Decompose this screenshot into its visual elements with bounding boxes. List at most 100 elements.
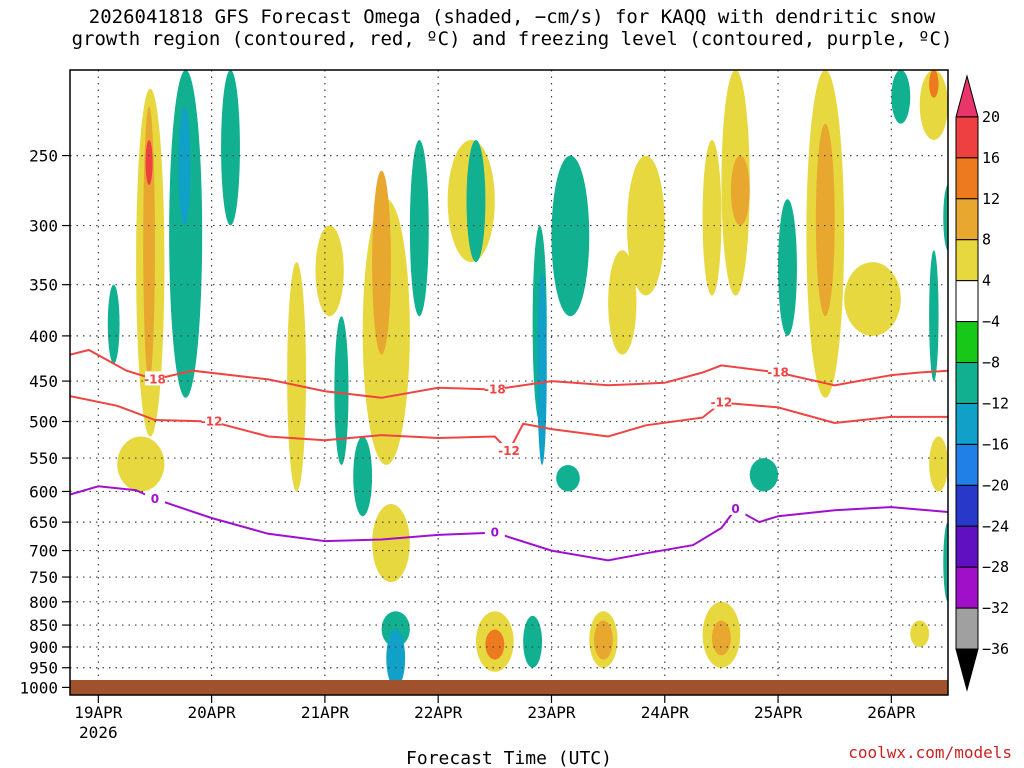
colorbar-swatch [955, 157, 979, 200]
omega-patch [551, 155, 590, 317]
y-tick-label: 800 [29, 593, 58, 612]
colorbar-label: −32 [982, 599, 1009, 617]
contours: -18 -18 -18 -12 -12 -12 0 0 0 [70, 348, 948, 562]
omega-patch [485, 629, 505, 660]
omega-patch [409, 139, 429, 317]
colorbar-label: 8 [982, 231, 991, 249]
colorbar: 20 16 12 8 4 −4 −8 −12 −16 −20 −24 −28 −32 −36 [955, 74, 1009, 692]
contour-label: -18 [144, 372, 166, 386]
y-tick-label: 500 [29, 413, 58, 432]
omega-patch [943, 522, 948, 602]
colorbar-swatch [955, 607, 979, 650]
colorbar-swatch [955, 116, 979, 159]
y-axis: 250 300 350 400 450 500 550 600 650 700 750 800 850 9… [19, 147, 70, 697]
contour-label-bg [201, 413, 222, 428]
omega-patch [910, 620, 930, 647]
omega-patch [702, 139, 722, 296]
x-tick-label: 19APR [74, 703, 123, 722]
contour-label-bg [484, 381, 505, 396]
omega-patch [466, 139, 486, 263]
y-tick-label: 300 [29, 217, 58, 236]
colorbar-label: 12 [982, 190, 1000, 208]
omega-patch [593, 620, 613, 660]
contour-label: -18 [484, 383, 506, 397]
colorbar-swatch [955, 525, 979, 568]
omega-shading [107, 70, 948, 688]
omega-patch [117, 436, 165, 492]
omega-patch [919, 70, 948, 140]
omega-patch [287, 262, 307, 492]
omega-patch [334, 316, 349, 465]
omega-patch [929, 436, 948, 492]
y-tick-label: 600 [29, 482, 58, 501]
y-tick-label: 450 [29, 372, 58, 391]
colorbar-swatch [955, 198, 979, 241]
y-tick-label: 900 [29, 638, 58, 657]
colorbar-label: 16 [982, 149, 1000, 167]
y-tick-label: 700 [29, 542, 58, 561]
omega-patch [711, 620, 731, 656]
colorbar-swatch [955, 280, 979, 323]
x-tick-label: 26APR [867, 703, 916, 722]
colorbar-swatch [955, 402, 979, 445]
omega-patch [143, 106, 155, 382]
title-line-1: 2026041818 GFS Forecast Omega (shaded, −… [88, 6, 936, 28]
colorbar-label: −20 [982, 476, 1009, 494]
omega-patch [315, 225, 344, 317]
omega-patch [943, 185, 948, 251]
grid [70, 70, 948, 695]
contour-label-bg [144, 371, 165, 386]
omega-patch [372, 170, 391, 355]
omega-patch [523, 615, 543, 668]
contour-label: 0 [731, 502, 739, 516]
omega-patch [730, 155, 750, 226]
omega-patch [353, 436, 373, 517]
x-tick-label: 20APR [188, 703, 237, 722]
colorbar-cap-bottom [955, 648, 979, 692]
contour-label-bg [725, 500, 746, 515]
y-tick-label: 1000 [19, 678, 58, 697]
omega-patch [778, 199, 797, 336]
omega-patch [929, 70, 939, 98]
contour-label: 0 [491, 526, 499, 540]
contour-label-bg [711, 394, 732, 409]
omega-patch [627, 155, 665, 296]
x-tick-label: 22APR [414, 703, 463, 722]
omega-patch [537, 273, 547, 465]
ground-surface [70, 680, 948, 695]
omega-patch [381, 611, 410, 647]
contour-label-bg [499, 443, 519, 458]
colorbar-swatch [955, 362, 979, 404]
credit-link[interactable]: coolwx.com/models [848, 743, 1012, 762]
contour-label-bg [484, 524, 505, 539]
contour-label: 0 [151, 492, 159, 506]
colorbar-label: −24 [982, 517, 1009, 535]
x-axis: 19APR 20APR 21APR 22APR 23APR 24APR 25APR 26APR… [74, 695, 916, 742]
y-tick-label: 350 [29, 276, 58, 295]
y-tick-label: 750 [29, 568, 58, 587]
plot-frame [69, 69, 949, 696]
x-tick-label: 21APR [301, 703, 350, 722]
omega-patch [844, 262, 901, 336]
colorbar-label: 20 [982, 108, 1000, 126]
omega-patch [386, 629, 406, 688]
contour-label: -18 [767, 365, 789, 379]
omega-patch [749, 458, 779, 492]
y-tick-label: 850 [29, 616, 58, 635]
y-tick-label: 650 [29, 513, 58, 532]
omega-patch [608, 250, 637, 355]
omega-patch [145, 139, 153, 186]
omega-patch [107, 284, 120, 364]
y-tick-label: 550 [29, 449, 58, 468]
colorbar-label: −12 [982, 394, 1009, 412]
x-tick-label: 25APR [754, 703, 803, 722]
colorbar-label: −8 [982, 354, 1000, 372]
contour-label-bg [144, 491, 165, 506]
title-line-2: growth region (contoured, red, ºC) and f… [71, 28, 953, 50]
y-tick-label: 400 [29, 327, 58, 346]
omega-patch [221, 70, 240, 226]
colorbar-swatch [955, 321, 979, 364]
y-tick-label: 950 [29, 659, 58, 678]
x-axis-label: Forecast Time (UTC) [406, 748, 612, 768]
colorbar-label: −16 [982, 435, 1009, 453]
